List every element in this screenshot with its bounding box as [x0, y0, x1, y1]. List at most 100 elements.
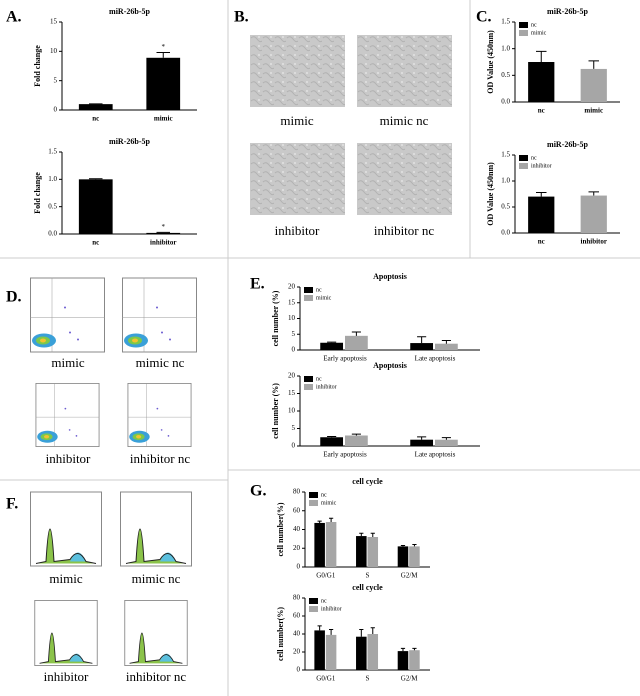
error-bar [359, 629, 364, 637]
panel-letter: G. [250, 483, 266, 500]
legend-label: nc [531, 22, 537, 28]
legend-swatch [519, 30, 528, 36]
x-tick-label: G0/G1 [316, 572, 336, 580]
bar [580, 195, 607, 233]
y-tick-label: 60 [293, 612, 301, 620]
image-label: inhibitor [44, 669, 89, 684]
error-bar [327, 341, 337, 343]
annotation: * [162, 43, 166, 51]
flow-plot [127, 383, 192, 447]
bar [580, 68, 607, 102]
histogram-image [34, 600, 98, 666]
micrograph [250, 143, 345, 215]
histogram-image [124, 600, 188, 666]
error-bar [441, 437, 451, 440]
bar [409, 546, 420, 567]
y-tick-label: 1.5 [48, 148, 57, 156]
bar [435, 439, 458, 446]
x-tick-label: G2/M [401, 675, 419, 683]
chart-title: miR-26b-5p [547, 7, 588, 16]
error-bar [536, 191, 547, 197]
annotation: * [162, 223, 166, 231]
chart-title: miR-26b-5p [547, 140, 588, 149]
legend-label: mimic [316, 295, 332, 301]
image-label: mimic [280, 113, 313, 128]
bar [320, 342, 344, 350]
y-tick-label: 1.5 [501, 18, 510, 26]
legend-label: mimic [531, 30, 547, 36]
legend-label: inhibitor [321, 606, 342, 612]
histogram-image [30, 491, 102, 567]
bar [314, 630, 325, 670]
x-tick-label: nc [92, 239, 99, 247]
error-bar [412, 647, 417, 651]
x-tick-label: nc [538, 238, 545, 246]
y-tick-label: 1.0 [48, 175, 57, 183]
error-bar [328, 629, 334, 635]
error-bar [317, 520, 322, 523]
y-tick-label: 0.5 [501, 203, 510, 211]
error-bar [370, 532, 375, 537]
bar [78, 179, 113, 234]
y-tick-label: 0.5 [501, 71, 510, 79]
panel-letter: D. [6, 289, 22, 306]
legend-swatch [304, 287, 313, 293]
error-bar [370, 627, 375, 634]
bar [325, 634, 337, 670]
legend-label: nc [321, 598, 327, 604]
legend-swatch [309, 598, 318, 604]
bar [325, 522, 337, 567]
y-axis-label: Fold change [33, 172, 42, 214]
panel-letter: A. [6, 9, 22, 26]
legend-label: mimic [321, 500, 337, 506]
y-axis-label: cell number(%) [276, 607, 285, 661]
error-bar [400, 544, 406, 547]
x-tick-label: S [366, 572, 370, 580]
chart-title: cell cycle [352, 477, 383, 486]
y-tick-label: 1.0 [501, 44, 510, 52]
y-tick-label: 80 [293, 488, 301, 496]
error-bar [156, 231, 170, 233]
panel-letter: E. [250, 276, 265, 293]
micrograph [357, 143, 452, 215]
bar [397, 546, 409, 567]
bar [367, 537, 379, 567]
image-label: inhibitor nc [374, 223, 435, 238]
error-bar [328, 517, 334, 522]
error-bar [400, 647, 406, 652]
error-bar [317, 625, 322, 631]
y-tick-label: 40 [293, 630, 301, 638]
bar [78, 104, 113, 110]
error-bar [351, 433, 361, 436]
bar [410, 343, 434, 350]
x-tick-label: G0/G1 [316, 675, 336, 683]
error-bar [441, 340, 451, 344]
y-tick-label: 10 [288, 407, 296, 415]
y-tick-label: 0.0 [501, 98, 510, 106]
bar [435, 343, 458, 350]
y-tick-label: 20 [293, 648, 301, 656]
flow-plot [30, 276, 105, 354]
y-tick-label: 1.5 [501, 151, 510, 159]
x-tick-label: mimic [584, 107, 603, 115]
x-tick-label: nc [92, 115, 99, 123]
y-tick-label: 5 [292, 330, 296, 338]
image-label: mimic nc [380, 113, 429, 128]
legend-swatch [304, 384, 313, 390]
chart-title: miR-26b-5p [109, 137, 150, 146]
image-label: inhibitor nc [126, 669, 187, 684]
y-tick-label: 20 [288, 372, 296, 380]
x-tick-label: Late apoptosis [415, 451, 456, 459]
image-label: mimic [49, 571, 82, 586]
legend-swatch [309, 492, 318, 498]
panel-letter: C. [476, 9, 492, 26]
x-tick-label: nc [538, 107, 545, 115]
bar [345, 435, 368, 446]
bar [356, 636, 367, 670]
x-tick-label: Early apoptosis [323, 355, 367, 363]
image-label: mimic [51, 355, 84, 370]
y-tick-label: 5 [54, 76, 58, 84]
y-tick-label: 60 [293, 506, 301, 514]
